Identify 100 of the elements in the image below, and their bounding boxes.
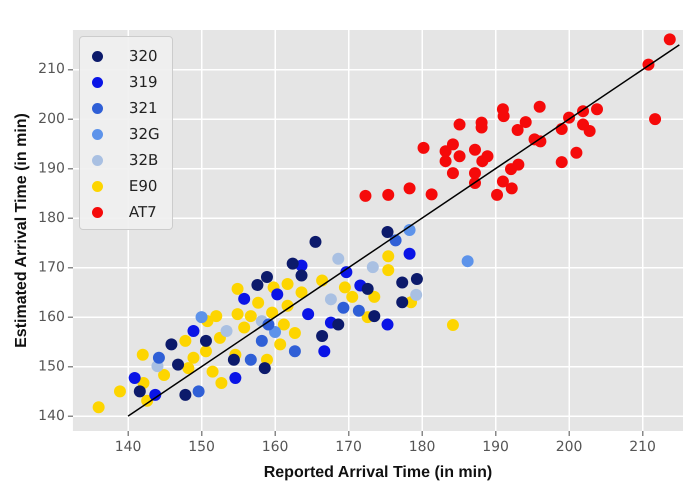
- point: [266, 306, 278, 319]
- point: [418, 142, 430, 154]
- point: [232, 308, 244, 320]
- point: [136, 348, 149, 361]
- point: [196, 311, 208, 324]
- point: [468, 144, 481, 156]
- y-tick-label: 160: [38, 308, 65, 325]
- y-tick-label: 190: [38, 160, 65, 176]
- point: [382, 318, 394, 331]
- point: [179, 334, 192, 347]
- point: [179, 388, 192, 401]
- point: [316, 330, 328, 342]
- x-tick-label: 210: [629, 439, 656, 456]
- point: [454, 150, 466, 162]
- x-tick-label: 190: [482, 439, 509, 456]
- y-tick-label: 210: [38, 61, 65, 78]
- point: [426, 188, 438, 200]
- point: [382, 188, 394, 201]
- point: [288, 326, 301, 339]
- point: [220, 325, 233, 337]
- legend-label: E90: [128, 177, 158, 195]
- point: [114, 385, 126, 398]
- point: [256, 334, 268, 347]
- point: [252, 296, 264, 309]
- point: [271, 288, 284, 300]
- x-tick-label: 170: [335, 439, 362, 456]
- point: [520, 116, 532, 128]
- point: [182, 362, 194, 374]
- point: [282, 278, 294, 290]
- point: [396, 276, 408, 288]
- legend-label: 319: [128, 73, 158, 91]
- point: [446, 319, 459, 332]
- point: [134, 385, 146, 398]
- point: [362, 282, 374, 295]
- point: [229, 372, 242, 384]
- point: [570, 146, 582, 159]
- point: [324, 293, 337, 306]
- point: [165, 338, 178, 350]
- point: [491, 188, 504, 201]
- point: [238, 322, 250, 334]
- point: [269, 326, 282, 338]
- point: [410, 288, 422, 301]
- point: [332, 252, 344, 265]
- x-axis-title: Reported Arrival Time (in min): [264, 464, 492, 481]
- point: [512, 124, 524, 136]
- point: [260, 271, 273, 284]
- point: [206, 366, 219, 378]
- point: [92, 401, 105, 414]
- point: [584, 124, 596, 137]
- point: [187, 352, 200, 364]
- point: [158, 369, 170, 382]
- point: [346, 290, 358, 303]
- x-tick-label: 160: [262, 439, 288, 456]
- point: [152, 352, 165, 364]
- point: [496, 175, 509, 188]
- point: [534, 100, 546, 113]
- point: [462, 255, 474, 268]
- point: [468, 167, 481, 180]
- point: [251, 278, 264, 291]
- point: [302, 308, 314, 320]
- point: [404, 248, 416, 260]
- point: [172, 358, 184, 371]
- legend-label: AT7: [128, 203, 157, 221]
- y-tick-label: 150: [38, 358, 65, 374]
- legend-label: 321: [128, 99, 158, 117]
- point: [454, 118, 466, 131]
- point: [337, 302, 350, 314]
- point: [192, 385, 205, 398]
- point: [506, 182, 518, 194]
- point: [215, 376, 228, 389]
- point: [274, 338, 286, 350]
- point: [368, 290, 380, 303]
- point: [446, 167, 459, 180]
- y-tick-label: 170: [38, 259, 65, 276]
- point: [286, 258, 299, 270]
- point: [288, 345, 301, 358]
- legend-label: 32G: [128, 125, 160, 143]
- point: [296, 270, 308, 282]
- point: [382, 250, 394, 262]
- point: [244, 310, 257, 322]
- point: [210, 310, 222, 322]
- point: [368, 310, 380, 322]
- point: [446, 138, 459, 150]
- point: [664, 33, 676, 46]
- x-tick-label: 140: [114, 439, 142, 456]
- point: [318, 345, 330, 358]
- point: [396, 296, 408, 308]
- point: [244, 354, 257, 366]
- legend-label: 32B: [128, 151, 158, 169]
- point: [366, 261, 379, 274]
- point: [278, 318, 290, 331]
- point: [200, 345, 212, 358]
- point: [296, 286, 308, 298]
- point: [649, 113, 662, 126]
- point: [512, 158, 524, 171]
- point: [404, 182, 416, 194]
- y-tick-label: 180: [38, 210, 65, 226]
- point: [200, 334, 212, 347]
- point: [338, 281, 351, 294]
- legend-label: 320: [128, 47, 158, 65]
